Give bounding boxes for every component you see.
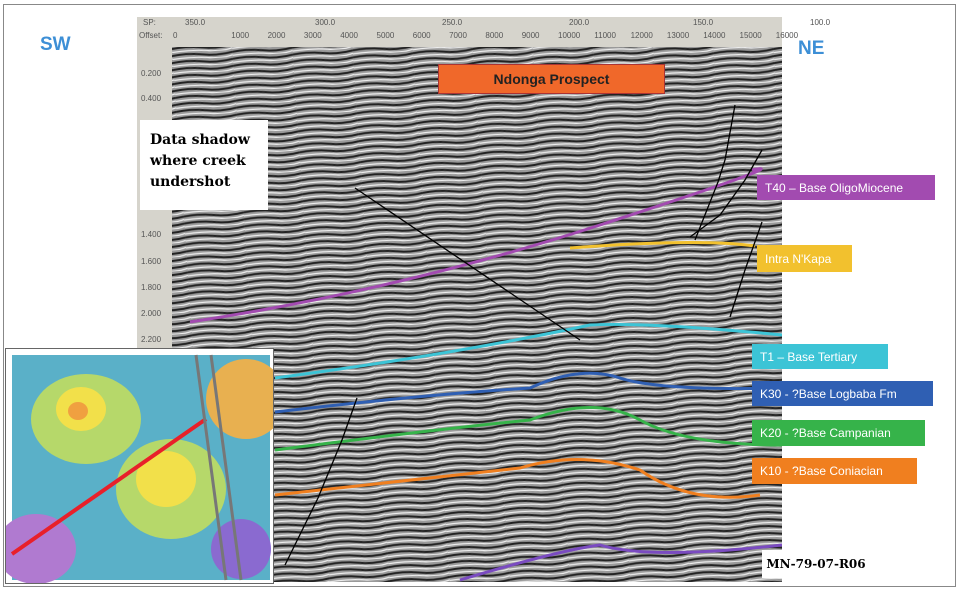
time-tick: 1.400: [141, 230, 162, 239]
time-tick: 2.000: [141, 309, 162, 318]
label-t1: T1 – Base Tertiary: [752, 344, 888, 369]
horizon-t40: [189, 167, 763, 324]
time-tick: 1.600: [141, 257, 162, 266]
label-k30: K30 - ?Base Logbaba Fm: [752, 381, 933, 406]
horizon-k10: [274, 458, 761, 499]
offset-tick: 16000: [775, 31, 799, 40]
offset-tick: 11000: [594, 31, 616, 40]
offset-tick: 3000: [303, 31, 322, 40]
offset-tick: 5000: [376, 31, 395, 40]
sp-tick: 100.0: [810, 18, 831, 27]
offset-tick: 15000: [739, 31, 762, 40]
label-t40: T40 – Base OligoMiocene: [757, 175, 935, 200]
sp-tick: 150.0: [693, 18, 714, 27]
fault-line: [694, 104, 736, 241]
sp-tick: 200.0: [569, 18, 590, 27]
horizon-basement: [459, 543, 782, 582]
offset-tick: 12000: [630, 31, 653, 40]
horizon-k20: [274, 406, 782, 452]
offset-tick: 9000: [521, 31, 540, 40]
time-tick: 2.200: [141, 335, 162, 344]
time-tick: 0.400: [141, 94, 162, 103]
ne-label: NE: [798, 38, 825, 59]
label-k10: K10 - ?Base Coniacian: [752, 458, 917, 484]
label-intra-nkapa: Intra N'Kapa: [757, 245, 852, 272]
inset-map: [5, 348, 274, 584]
offset-tick: 10000: [558, 31, 581, 40]
data-shadow-note: Data shadow where creek undershot: [140, 120, 268, 210]
fault-line: [729, 221, 763, 318]
offset-tick: 6000: [412, 31, 431, 40]
offset-tick: 14000: [703, 31, 726, 40]
fault-line: [284, 397, 358, 566]
fault-line: [354, 187, 581, 341]
offset-tick: 7000: [449, 31, 467, 40]
offset-tick: 2000: [267, 31, 286, 40]
horizon-t1: [274, 322, 782, 380]
offset-tick: 0: [173, 31, 178, 40]
figure-frame: [3, 4, 956, 587]
time-tick: 1.800: [141, 283, 162, 292]
seismic-section: [172, 47, 782, 582]
sp-tick: 250.0: [442, 18, 463, 27]
time-tick: 0.200: [141, 69, 162, 78]
horizon-k30: [274, 371, 782, 414]
inset-section-line: [10, 417, 208, 556]
offset-tick: 8000: [485, 31, 504, 40]
offset-tick: 13000: [666, 31, 690, 40]
sp-tick: 300.0: [315, 18, 336, 27]
offset-tick: 4000: [340, 31, 358, 40]
offset-tick: 1000: [231, 31, 250, 40]
seismic-line-id: MN-79-07-R06: [762, 550, 870, 578]
label-k20: K20 - ?Base Campanian: [752, 420, 925, 446]
horizon-intra-nkapa: [569, 240, 756, 250]
sp-label: SP:: [143, 18, 156, 27]
fault-line: [689, 149, 763, 238]
prospect-label: Ndonga Prospect: [438, 64, 665, 94]
offset-label: Offset:: [139, 31, 163, 40]
sw-label: SW: [40, 34, 71, 55]
offset-ruler: SP: Offset: 350.0 300.0 250.0 200.0 150.0 100.0…: [137, 17, 830, 47]
sp-tick: 350.0: [185, 18, 206, 27]
